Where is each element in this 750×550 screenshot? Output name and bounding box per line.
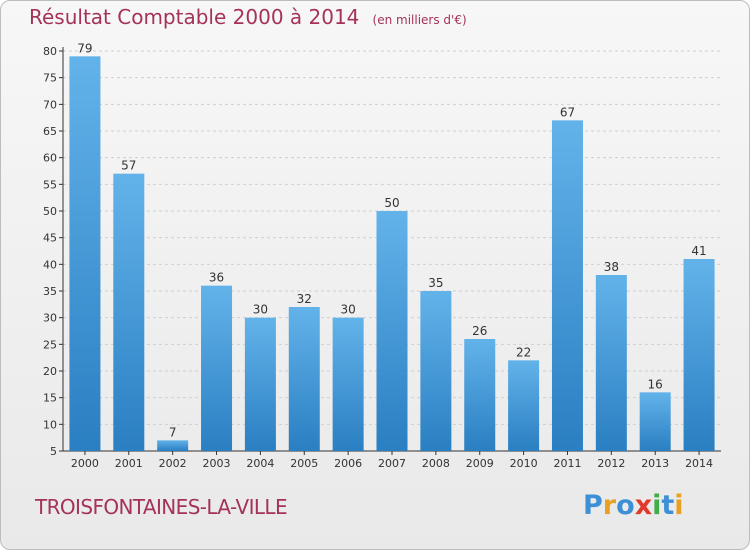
- x-tick-label-2001: 2001: [115, 457, 143, 470]
- logo-letter: r: [602, 490, 617, 521]
- bar-2001: [113, 173, 145, 451]
- logo-letter: i: [652, 490, 662, 521]
- logo-letter: o: [616, 490, 635, 521]
- bar-2008: [420, 291, 452, 451]
- data-label-2002: 7: [169, 425, 177, 439]
- y-tick-label: 50: [43, 205, 57, 218]
- logo-letter: i: [674, 490, 684, 521]
- x-tick-label-2007: 2007: [378, 457, 406, 470]
- y-tick-label: 15: [43, 392, 57, 405]
- bar-2014: [683, 259, 715, 451]
- bar-2013: [639, 392, 671, 451]
- x-tick-label-2002: 2002: [159, 457, 187, 470]
- bar-2007: [376, 211, 408, 451]
- logo-letter: t: [661, 490, 675, 521]
- y-tick-label: 5: [50, 445, 57, 458]
- bar-2006: [332, 317, 364, 451]
- place-name: TROISFONTAINES-LA-VILLE: [35, 495, 288, 519]
- data-label-2003: 36: [209, 271, 224, 285]
- x-tick-label-2009: 2009: [466, 457, 494, 470]
- x-tick-label-2011: 2011: [553, 457, 581, 470]
- x-tick-label-2010: 2010: [510, 457, 538, 470]
- x-tick-label-2003: 2003: [203, 457, 231, 470]
- y-tick-label: 40: [43, 258, 57, 271]
- bar-2011: [551, 120, 583, 451]
- bar-2004: [244, 317, 276, 451]
- bar-2002: [157, 440, 189, 451]
- proxiti-logo: Proxiti: [583, 490, 684, 521]
- bar-2003: [201, 285, 233, 451]
- x-tick-label-2008: 2008: [422, 457, 450, 470]
- y-tick-label: 35: [43, 285, 57, 298]
- data-label-2000: 79: [77, 41, 92, 55]
- data-label-2014: 41: [691, 244, 706, 258]
- data-label-2013: 16: [648, 377, 663, 391]
- x-tick-label-2014: 2014: [685, 457, 713, 470]
- y-tick-label: 20: [43, 365, 57, 378]
- y-tick-label: 60: [43, 152, 57, 165]
- bar-2010: [508, 360, 540, 451]
- data-label-2009: 26: [472, 324, 487, 338]
- title-row: Résultat Comptable 2000 à 2014 (en milli…: [29, 5, 467, 29]
- y-tick-label: 30: [43, 312, 57, 325]
- x-tick-label-2005: 2005: [290, 457, 318, 470]
- data-label-2005: 32: [297, 292, 312, 306]
- y-tick-label: 10: [43, 418, 57, 431]
- data-label-2012: 38: [604, 260, 619, 274]
- chart-subtitle: (en milliers d'€): [372, 13, 467, 27]
- y-tick-label: 65: [43, 125, 57, 138]
- bar-2012: [595, 275, 627, 451]
- data-label-2010: 22: [516, 345, 531, 359]
- data-label-2001: 57: [121, 159, 136, 173]
- y-tick-label: 25: [43, 338, 57, 351]
- bar-2009: [464, 339, 496, 451]
- data-label-2006: 30: [340, 303, 355, 317]
- y-tick-label: 80: [43, 45, 57, 58]
- bar-2005: [288, 307, 320, 451]
- y-tick-label: 70: [43, 98, 57, 111]
- bar-2000: [69, 56, 101, 451]
- data-label-2007: 50: [384, 196, 399, 210]
- logo-letter: x: [634, 490, 653, 521]
- y-tick-label: 75: [43, 72, 57, 85]
- x-tick-label-2000: 2000: [71, 457, 99, 470]
- y-tick-label: 45: [43, 232, 57, 245]
- x-tick-label-2012: 2012: [597, 457, 625, 470]
- data-label-2004: 30: [253, 303, 268, 317]
- x-tick-label-2004: 2004: [246, 457, 274, 470]
- data-label-2008: 35: [428, 276, 443, 290]
- y-tick-label: 55: [43, 178, 57, 191]
- logo-letter: P: [583, 490, 603, 521]
- chart-title: Résultat Comptable 2000 à 2014: [29, 5, 360, 29]
- x-tick-label-2013: 2013: [641, 457, 669, 470]
- data-label-2011: 67: [560, 105, 575, 119]
- x-tick-label-2006: 2006: [334, 457, 362, 470]
